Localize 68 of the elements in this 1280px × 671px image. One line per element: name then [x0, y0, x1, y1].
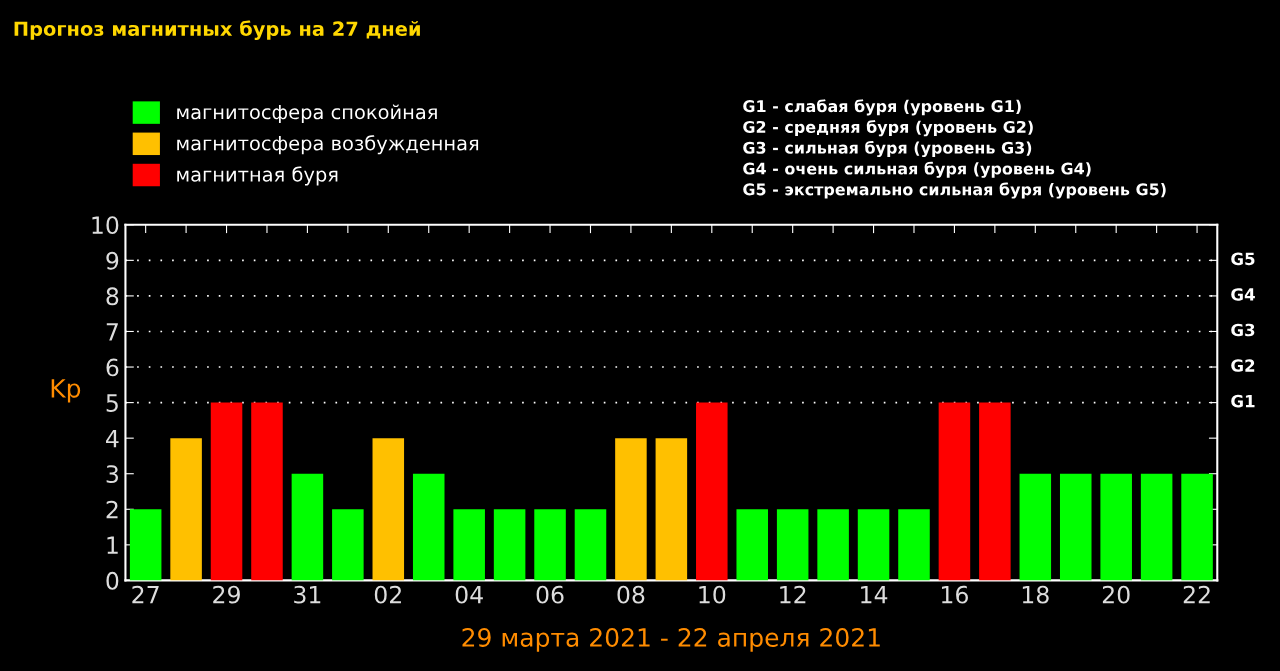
- text: G4 - очень сильная буря (уровень G4): [743, 161, 1091, 178]
- bar: [696, 402, 728, 581]
- text: G3 - сильная буря (уровень G3): [743, 140, 1032, 158]
- ref-line-label: G3: [1231, 323, 1255, 337]
- text: G2 - средняя буря (уровень G2): [743, 120, 1033, 137]
- bar: [817, 509, 849, 581]
- x-tick-label: 12: [780, 585, 806, 604]
- chart-title: Прогноз магнитных бурь на 27 дней: [14, 20, 420, 40]
- x-tick-label: 27: [132, 585, 159, 604]
- x-tick-label: 10: [699, 585, 726, 604]
- y-tick-label: 1: [107, 536, 118, 554]
- x-tick-label: 04: [455, 585, 483, 604]
- ref-line-label: G1: [1231, 394, 1255, 408]
- y-tick-label: 10: [92, 216, 119, 235]
- y-tick-label: 3: [106, 465, 118, 484]
- text: G1 - слабая буря (уровень G1): [743, 99, 1021, 116]
- x-tick-label: 31: [294, 585, 321, 604]
- bar: [251, 402, 283, 581]
- x-tick-label: 18: [1022, 585, 1049, 604]
- y-tick-label: 4: [106, 429, 119, 448]
- bar: [857, 509, 890, 581]
- legend-label: магнитная буря: [177, 166, 338, 186]
- y-tick-label: 6: [106, 358, 119, 377]
- bar: [736, 509, 769, 581]
- ref-line-label: G5: [1231, 252, 1255, 266]
- y-tick-label: 9: [106, 251, 119, 270]
- bar: [291, 473, 324, 581]
- ref-line-label: G4: [1231, 288, 1255, 301]
- y-tick-label: 0: [106, 571, 119, 590]
- bar: [1019, 473, 1052, 581]
- bar: [979, 402, 1011, 581]
- x-tick-label: 02: [374, 585, 401, 604]
- bar: [129, 509, 162, 581]
- y-tick-label: 7: [106, 323, 118, 341]
- x-tick-label: 08: [617, 585, 645, 604]
- bar: [574, 509, 607, 581]
- ref-line-label: G2: [1231, 359, 1255, 372]
- x-tick-label: 20: [1102, 585, 1130, 604]
- bar: [615, 438, 647, 581]
- x-tick-label: 29: [213, 585, 240, 604]
- bar: [898, 509, 930, 581]
- bar: [1181, 473, 1213, 581]
- y-tick-label: 5: [106, 394, 118, 412]
- bar: [1140, 473, 1173, 581]
- y-axis-title: Kp: [51, 379, 81, 403]
- bar: [332, 509, 364, 581]
- legend-label: магнитосфера возбужденная: [177, 135, 479, 155]
- bar: [938, 402, 971, 581]
- x-tick-label: 22: [1183, 585, 1210, 604]
- bar: [655, 438, 688, 581]
- bar: [210, 402, 243, 581]
- x-axis-title: 29 марта 2021 - 22 апреля 2021: [462, 628, 880, 652]
- bar: [1059, 473, 1092, 581]
- legend-label: магнитосфера спокойная: [177, 104, 437, 124]
- bar: [493, 509, 526, 581]
- x-tick-label: 16: [942, 585, 968, 604]
- bar: [453, 509, 485, 581]
- x-tick-label: 14: [861, 586, 888, 604]
- bar: [170, 438, 202, 581]
- bar: [1100, 473, 1132, 581]
- y-tick-label: 8: [106, 287, 119, 306]
- bar: [412, 473, 445, 581]
- bar: [534, 509, 566, 581]
- y-tick-label: 2: [106, 500, 118, 519]
- text: G5 - экстремально сильная буря (уровень G5): [743, 182, 1166, 199]
- bar: [372, 438, 405, 581]
- x-tick-label: 06: [536, 585, 564, 604]
- bar: [776, 509, 809, 581]
